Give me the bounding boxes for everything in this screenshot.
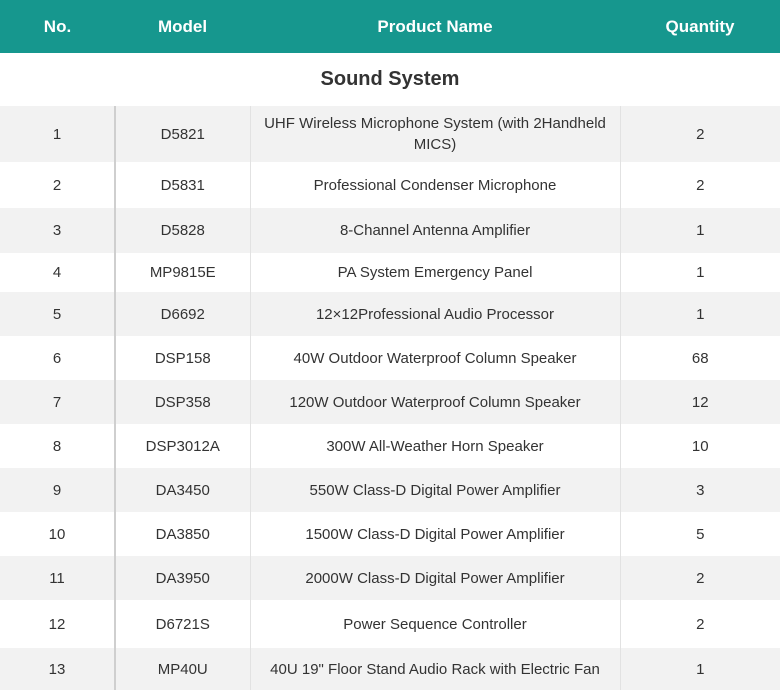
quantity: 12: [619, 380, 780, 424]
model: DA3950: [114, 556, 250, 600]
row-number: 6: [52, 349, 62, 367]
quantity: 3: [619, 468, 780, 512]
row-number: 5: [52, 305, 62, 323]
product-name: 2000W Class-D Digital Power Amplifier: [249, 556, 620, 600]
row-number: 7: [52, 393, 62, 411]
table-row: 12 D6721S Power Sequence Controller 2: [0, 600, 780, 648]
model: DSP3012A: [114, 424, 250, 468]
product-name: 12×12Professional Audio Processor: [249, 292, 620, 336]
row-number: 3: [52, 222, 62, 239]
header-cell: Product Name: [250, 0, 620, 53]
table-row: 3 D5828 8-Channel Antenna Amplifier 1: [0, 208, 780, 253]
quantity: 1: [619, 208, 780, 253]
quantity: 10: [619, 424, 780, 468]
table-row: 4 MP9815E PA System Emergency Panel 1: [0, 253, 780, 292]
row-number: 11: [49, 569, 65, 587]
product-name: Professional Condenser Microphone: [249, 162, 620, 208]
quantity: 2: [619, 106, 780, 162]
model: MP9815E: [114, 253, 250, 292]
model: DSP158: [114, 336, 250, 380]
row-number: 9: [52, 481, 62, 499]
header-cell: Model: [115, 0, 250, 53]
product-name: 40U 19" Floor Stand Audio Rack with Elec…: [249, 648, 620, 690]
model: D5831: [114, 162, 250, 208]
row-number: 1: [52, 125, 62, 143]
product-name: PA System Emergency Panel: [249, 253, 620, 292]
header-row: No. Model Product Name Quantity: [0, 0, 780, 53]
product-name: Power Sequence Controller: [249, 600, 620, 648]
product-name: 120W Outdoor Waterproof Column Speaker: [249, 380, 620, 424]
table-body: 1 D5821 UHF Wireless Microphone System (wi…: [0, 106, 780, 690]
table-row: 6 DSP158 40W Outdoor Waterproof Column Spe…: [0, 336, 780, 380]
model: DSP358: [114, 380, 250, 424]
row-number: 2: [52, 176, 62, 194]
table-row: 5 D6692 12×12Professional Audio Processor 1: [0, 292, 780, 336]
row-number: 8: [52, 437, 62, 455]
row-number: 12: [48, 615, 66, 633]
table-row: 13 MP40U 40U 19" Floor Stand Audio Rack wi…: [0, 648, 780, 690]
product-name: 1500W Class-D Digital Power Amplifier: [249, 512, 620, 556]
product-name: 300W All-Weather Horn Speaker: [249, 424, 620, 468]
quantity: 2: [619, 556, 780, 600]
table-row: 7 DSP358 120W Outdoor Waterproof Column Sp…: [0, 380, 780, 424]
product-name: 8-Channel Antenna Amplifier: [249, 208, 620, 253]
row-number: 10: [48, 525, 66, 543]
model: D5828: [114, 208, 250, 253]
product-name: UHF Wireless Microphone System (with 2Ha…: [249, 106, 620, 162]
table-row: 9 DA3450 550W Class-D Digital Power Amplif…: [0, 468, 780, 512]
quantity: 68: [619, 336, 780, 380]
section-title: Sound System: [320, 68, 460, 90]
quantity: 2: [619, 600, 780, 648]
table-row: 8 DSP3012A 300W All-Weather Horn Speaker 10: [0, 424, 780, 468]
header-cell: No.: [0, 0, 115, 53]
table-header: No. Model Product Name Quantity: [0, 0, 780, 53]
quantity: 2: [619, 162, 780, 208]
quantity: 1: [619, 648, 780, 690]
quantity: 1: [619, 292, 780, 336]
section-body: Sound System: [0, 53, 780, 106]
model: D6692: [114, 292, 250, 336]
quantity: 5: [619, 512, 780, 556]
product-name: 550W Class-D Digital Power Amplifier: [249, 468, 620, 512]
quantity: 1: [619, 253, 780, 292]
table-row: 11 DA3950 2000W Class-D Digital Power Ampl…: [0, 556, 780, 600]
model: D6721S: [114, 600, 250, 648]
model: DA3450: [114, 468, 250, 512]
table-row: 1 D5821 UHF Wireless Microphone System (wi…: [0, 106, 780, 162]
table-row: 10 DA3850 1500W Class-D Digital Power Ampl…: [0, 512, 780, 556]
model: D5821: [114, 106, 250, 162]
table-row: 2 D5831 Professional Condenser Microphone 2: [0, 162, 780, 208]
model: MP40U: [114, 648, 250, 690]
header-cell: Quantity: [620, 0, 780, 53]
product-name: 40W Outdoor Waterproof Column Speaker: [249, 336, 620, 380]
model: DA3850: [114, 512, 250, 556]
section-row: Sound System: [0, 53, 780, 106]
row-number: 13: [48, 660, 66, 678]
row-number: 4: [52, 264, 62, 281]
